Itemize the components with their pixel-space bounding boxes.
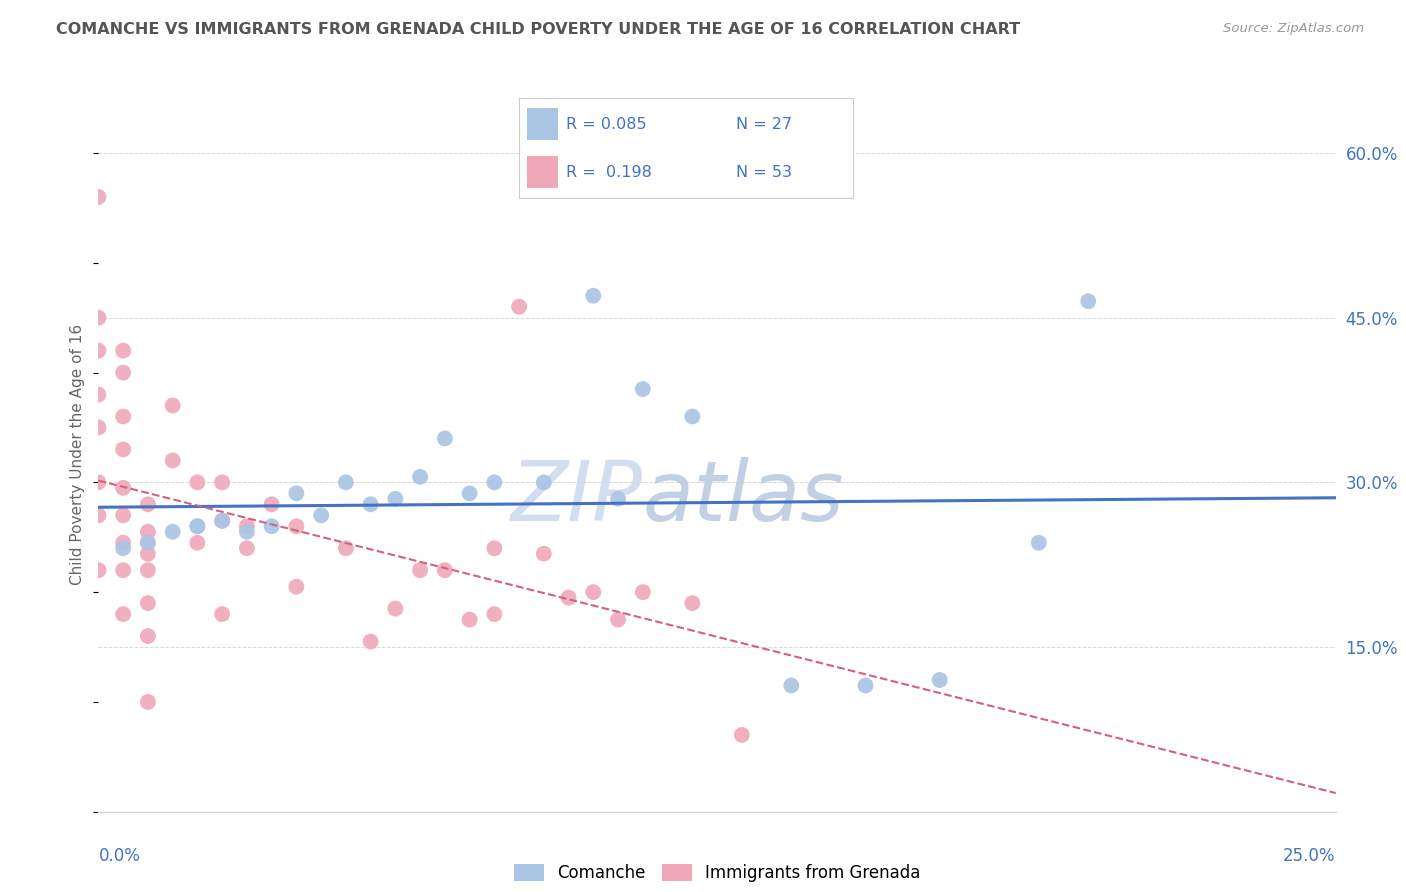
Point — [136, 563, 159, 577]
Point — [484, 475, 506, 490]
Y-axis label: Child Poverty Under the Age of 16: Child Poverty Under the Age of 16 — [70, 325, 86, 585]
Point — [285, 519, 308, 533]
Point — [87, 508, 110, 523]
Point — [458, 613, 481, 627]
Point — [533, 547, 555, 561]
Point — [681, 409, 703, 424]
Text: Source: ZipAtlas.com: Source: ZipAtlas.com — [1223, 22, 1364, 36]
Point — [731, 728, 754, 742]
Point — [631, 585, 654, 599]
Point — [112, 535, 135, 549]
Point — [136, 547, 159, 561]
Point — [433, 432, 456, 446]
Point — [112, 508, 135, 523]
Point — [260, 519, 283, 533]
Point — [136, 535, 159, 549]
Point — [433, 563, 456, 577]
Point — [87, 563, 110, 577]
Point — [309, 508, 332, 523]
Point — [211, 514, 233, 528]
Point — [136, 629, 159, 643]
Point — [855, 678, 877, 692]
Point — [458, 486, 481, 500]
Point — [112, 409, 135, 424]
Point — [186, 475, 208, 490]
Point — [236, 524, 259, 539]
Point — [112, 343, 135, 358]
Point — [87, 190, 110, 204]
Point — [87, 387, 110, 401]
Point — [484, 541, 506, 556]
Point — [211, 607, 233, 621]
Point — [112, 442, 135, 457]
Legend: Comanche, Immigrants from Grenada: Comanche, Immigrants from Grenada — [506, 857, 928, 889]
Point — [136, 497, 159, 511]
Point — [508, 300, 530, 314]
Text: ZIP: ZIP — [510, 458, 643, 538]
Point — [409, 563, 432, 577]
Text: 25.0%: 25.0% — [1284, 847, 1336, 865]
Point — [409, 470, 432, 484]
Point — [112, 481, 135, 495]
Point — [285, 580, 308, 594]
Text: 0.0%: 0.0% — [98, 847, 141, 865]
Point — [136, 596, 159, 610]
Point — [87, 310, 110, 325]
Point — [607, 613, 630, 627]
Text: atlas: atlas — [643, 458, 845, 538]
Point — [1077, 294, 1099, 309]
Point — [260, 497, 283, 511]
Point — [335, 475, 357, 490]
Point — [533, 475, 555, 490]
Point — [236, 541, 259, 556]
Point — [112, 563, 135, 577]
Point — [681, 596, 703, 610]
Point — [780, 678, 803, 692]
Point — [582, 585, 605, 599]
Point — [87, 343, 110, 358]
Text: COMANCHE VS IMMIGRANTS FROM GRENADA CHILD POVERTY UNDER THE AGE OF 16 CORRELATIO: COMANCHE VS IMMIGRANTS FROM GRENADA CHIL… — [56, 22, 1021, 37]
Point — [87, 475, 110, 490]
Point — [335, 541, 357, 556]
Point — [1028, 535, 1050, 549]
Point — [87, 420, 110, 434]
Point — [384, 601, 406, 615]
Point — [607, 491, 630, 506]
Point — [112, 607, 135, 621]
Point — [112, 366, 135, 380]
Point — [136, 535, 159, 549]
Point — [285, 486, 308, 500]
Point — [186, 519, 208, 533]
Point — [582, 289, 605, 303]
Point — [384, 491, 406, 506]
Point — [360, 634, 382, 648]
Point — [631, 382, 654, 396]
Point — [186, 535, 208, 549]
Point — [236, 519, 259, 533]
Point — [112, 541, 135, 556]
Point — [211, 475, 233, 490]
Point — [186, 519, 208, 533]
Point — [162, 399, 184, 413]
Point — [211, 514, 233, 528]
Point — [484, 607, 506, 621]
Point — [136, 695, 159, 709]
Point — [928, 673, 950, 687]
Point — [162, 453, 184, 467]
Point — [162, 524, 184, 539]
Point — [136, 524, 159, 539]
Point — [360, 497, 382, 511]
Point — [557, 591, 579, 605]
